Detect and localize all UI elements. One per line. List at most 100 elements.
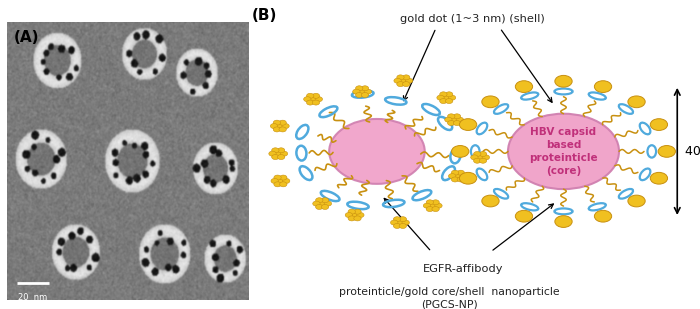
Circle shape bbox=[361, 92, 369, 98]
Circle shape bbox=[482, 96, 499, 108]
Circle shape bbox=[316, 198, 323, 203]
Circle shape bbox=[429, 203, 436, 208]
Circle shape bbox=[348, 216, 356, 221]
Circle shape bbox=[480, 158, 486, 163]
Circle shape bbox=[426, 206, 433, 212]
Circle shape bbox=[361, 86, 369, 91]
Circle shape bbox=[650, 119, 668, 130]
Circle shape bbox=[482, 155, 489, 160]
Circle shape bbox=[277, 154, 285, 159]
Circle shape bbox=[452, 170, 458, 175]
Circle shape bbox=[280, 151, 288, 156]
Circle shape bbox=[393, 217, 401, 222]
Circle shape bbox=[307, 100, 314, 105]
Circle shape bbox=[450, 117, 458, 122]
Circle shape bbox=[480, 151, 486, 156]
Circle shape bbox=[440, 99, 447, 104]
Circle shape bbox=[474, 158, 481, 163]
Circle shape bbox=[273, 127, 281, 132]
Text: gold dot (1~3 nm) (shell): gold dot (1~3 nm) (shell) bbox=[400, 14, 545, 24]
Circle shape bbox=[357, 213, 364, 218]
Circle shape bbox=[271, 178, 279, 184]
Circle shape bbox=[650, 172, 668, 184]
Circle shape bbox=[358, 89, 366, 94]
Circle shape bbox=[354, 209, 361, 214]
Circle shape bbox=[315, 97, 323, 102]
Circle shape bbox=[272, 154, 279, 159]
Text: proteinticle/gold core/shell  nanoparticle: proteinticle/gold core/shell nanoparticl… bbox=[340, 287, 560, 297]
Circle shape bbox=[555, 216, 572, 227]
Circle shape bbox=[457, 177, 465, 182]
Circle shape bbox=[391, 220, 398, 225]
Circle shape bbox=[274, 151, 282, 156]
Circle shape bbox=[452, 177, 458, 182]
Circle shape bbox=[274, 175, 281, 180]
Circle shape bbox=[447, 114, 455, 119]
Text: EGFR-affibody: EGFR-affibody bbox=[423, 264, 503, 274]
Circle shape bbox=[312, 100, 320, 105]
Circle shape bbox=[269, 151, 276, 156]
Circle shape bbox=[348, 209, 356, 214]
Circle shape bbox=[437, 95, 444, 100]
Text: HBV capsid
based
proteinticle
(core): HBV capsid based proteinticle (core) bbox=[529, 127, 598, 176]
Circle shape bbox=[432, 200, 440, 205]
Circle shape bbox=[405, 78, 413, 83]
Circle shape bbox=[457, 170, 465, 175]
Text: (A): (A) bbox=[14, 30, 40, 45]
Circle shape bbox=[442, 95, 450, 100]
Circle shape bbox=[324, 201, 332, 206]
Circle shape bbox=[400, 78, 407, 83]
Circle shape bbox=[447, 121, 455, 125]
Circle shape bbox=[508, 114, 619, 189]
Circle shape bbox=[515, 210, 533, 222]
Circle shape bbox=[274, 182, 281, 187]
Circle shape bbox=[448, 95, 456, 100]
Circle shape bbox=[276, 178, 284, 184]
Circle shape bbox=[399, 223, 407, 228]
Circle shape bbox=[272, 148, 279, 153]
Circle shape bbox=[318, 201, 326, 206]
Circle shape bbox=[474, 151, 481, 156]
Circle shape bbox=[279, 127, 286, 132]
Circle shape bbox=[402, 75, 410, 80]
Circle shape bbox=[321, 205, 329, 210]
Circle shape bbox=[628, 195, 645, 207]
Circle shape bbox=[454, 174, 461, 179]
Circle shape bbox=[304, 97, 311, 102]
Circle shape bbox=[397, 82, 404, 87]
Circle shape bbox=[594, 81, 612, 92]
Circle shape bbox=[628, 96, 645, 108]
Circle shape bbox=[321, 198, 329, 203]
Circle shape bbox=[270, 124, 278, 129]
Circle shape bbox=[313, 201, 320, 206]
Circle shape bbox=[470, 155, 478, 160]
Circle shape bbox=[396, 220, 404, 225]
Circle shape bbox=[351, 213, 358, 218]
Circle shape bbox=[282, 124, 289, 129]
Circle shape bbox=[460, 174, 468, 179]
Circle shape bbox=[307, 93, 314, 98]
Circle shape bbox=[399, 217, 407, 222]
Circle shape bbox=[345, 213, 353, 218]
Circle shape bbox=[402, 82, 410, 87]
Circle shape bbox=[393, 223, 401, 228]
Text: 20  nm: 20 nm bbox=[18, 293, 48, 302]
Circle shape bbox=[515, 81, 533, 92]
Circle shape bbox=[279, 182, 287, 187]
Circle shape bbox=[276, 124, 284, 129]
Circle shape bbox=[432, 206, 440, 212]
Circle shape bbox=[273, 120, 281, 125]
Circle shape bbox=[555, 75, 572, 87]
Circle shape bbox=[277, 148, 285, 153]
Circle shape bbox=[440, 92, 447, 97]
Circle shape bbox=[482, 195, 499, 207]
Text: (B): (B) bbox=[252, 8, 277, 23]
Circle shape bbox=[356, 92, 363, 98]
Circle shape bbox=[424, 203, 430, 208]
Circle shape bbox=[594, 210, 612, 222]
Circle shape bbox=[279, 120, 286, 125]
Circle shape bbox=[397, 75, 404, 80]
Text: (PGCS-NP): (PGCS-NP) bbox=[421, 300, 478, 309]
Text: 40 nm: 40 nm bbox=[685, 145, 700, 158]
Circle shape bbox=[402, 220, 409, 225]
